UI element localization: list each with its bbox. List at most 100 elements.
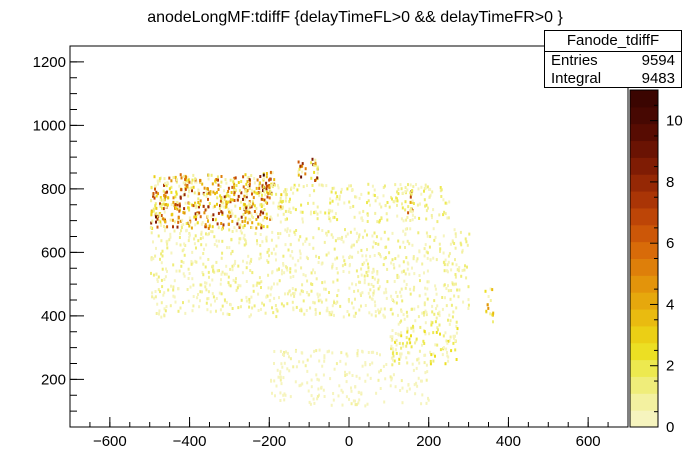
heatmap-cell (258, 257, 261, 261)
heatmap-cell (358, 235, 360, 239)
heatmap-cell (247, 207, 250, 211)
heatmap-cell (244, 216, 247, 220)
heatmap-cell (334, 212, 337, 216)
heatmap-cell (327, 251, 330, 255)
heatmap-cell (333, 367, 336, 371)
heatmap-cell (251, 192, 253, 196)
heatmap-cell (261, 209, 264, 212)
heatmap-cell (212, 264, 215, 268)
heatmap-cell (337, 288, 340, 292)
heatmap-cell (249, 218, 252, 222)
heatmap-cell (172, 200, 175, 204)
heatmap-cell (308, 293, 311, 297)
heatmap-cell (434, 235, 437, 239)
heatmap-cell (415, 183, 417, 186)
heatmap-cell (454, 235, 457, 239)
heatmap-cell (345, 234, 348, 238)
heatmap-cell (333, 313, 335, 317)
heatmap-cell (288, 200, 291, 204)
heatmap-cell (184, 201, 187, 205)
heatmap-cell (395, 351, 398, 355)
heatmap-cell (177, 216, 180, 220)
heatmap-cell (267, 248, 270, 251)
heatmap-cell (453, 294, 456, 298)
heatmap-cell (164, 181, 167, 185)
heatmap-cell (427, 396, 429, 400)
heatmap-cell (248, 315, 251, 319)
heatmap-cell (273, 178, 276, 182)
heatmap-cell (235, 288, 238, 292)
colorbar-tick-label: 4 (666, 296, 674, 313)
heatmap-cell (391, 335, 394, 339)
heatmap-cell (362, 235, 364, 239)
heatmap-cell (345, 373, 348, 376)
heatmap-cell (331, 199, 334, 203)
heatmap-cell (271, 182, 274, 186)
heatmap-cell (245, 280, 248, 283)
heatmap-cell (194, 212, 197, 216)
heatmap-cell (302, 290, 304, 294)
heatmap-cell (410, 334, 412, 338)
heatmap-cell (426, 370, 429, 374)
heatmap-cell (213, 243, 216, 246)
heatmap-cell (410, 326, 413, 330)
heatmap-cell (203, 211, 206, 215)
heatmap-cell (411, 362, 414, 366)
heatmap-cell (358, 398, 361, 402)
heatmap-cell (265, 190, 268, 194)
heatmap-cell (405, 344, 408, 348)
heatmap-cell (157, 220, 160, 224)
heatmap-cell (185, 178, 188, 182)
heatmap-cell (260, 280, 263, 284)
heatmap-cell (438, 313, 441, 317)
heatmap-cell (259, 175, 262, 178)
heatmap-cell (450, 289, 453, 292)
heatmap-cell (167, 203, 169, 207)
heatmap-cell (314, 210, 317, 214)
heatmap-cell (370, 297, 373, 301)
heatmap-cell (456, 288, 459, 292)
heatmap-cell (361, 254, 364, 258)
heatmap-cell (212, 218, 214, 222)
heatmap-cell (190, 181, 193, 185)
heatmap-cell (398, 264, 401, 268)
heatmap-cell (398, 333, 400, 337)
heatmap-cell (300, 175, 303, 179)
heatmap-cell (182, 261, 185, 264)
heatmap-cell (261, 193, 263, 197)
heatmap-cell (321, 281, 324, 285)
heatmap-cell (178, 184, 181, 188)
heatmap-cell (388, 251, 391, 255)
heatmap-cell (397, 192, 400, 196)
heatmap-cell (284, 209, 287, 213)
heatmap-cell (205, 207, 208, 211)
heatmap-cell (223, 198, 226, 202)
heatmap-cell (245, 295, 248, 299)
heatmap-cell (406, 314, 409, 318)
heatmap-cell (157, 234, 160, 238)
heatmap-cell (163, 307, 166, 311)
heatmap-cell (399, 245, 402, 249)
heatmap-cell (289, 395, 292, 399)
heatmap-cell (245, 299, 248, 303)
heatmap-cell (428, 195, 431, 199)
heatmap-cell (400, 270, 403, 274)
heatmap-cell (391, 197, 393, 201)
heatmap-cell (443, 210, 446, 214)
heatmap-cell (468, 232, 471, 236)
heatmap-cell (310, 378, 313, 382)
heatmap-cell (269, 217, 272, 221)
heatmap-cell (454, 339, 457, 343)
heatmap-cell (197, 201, 200, 204)
heatmap-cell (371, 275, 374, 279)
heatmap-cell (450, 349, 453, 353)
heatmap-cell (467, 298, 470, 302)
heatmap-cell (330, 233, 333, 237)
heatmap-cell (403, 317, 406, 321)
heatmap-cell (320, 300, 323, 304)
heatmap-cell (336, 278, 339, 282)
heatmap-cell (361, 350, 364, 354)
heatmap-cell (161, 267, 164, 271)
heatmap-cell (411, 210, 414, 214)
y-tick-label: 600 (41, 244, 66, 261)
